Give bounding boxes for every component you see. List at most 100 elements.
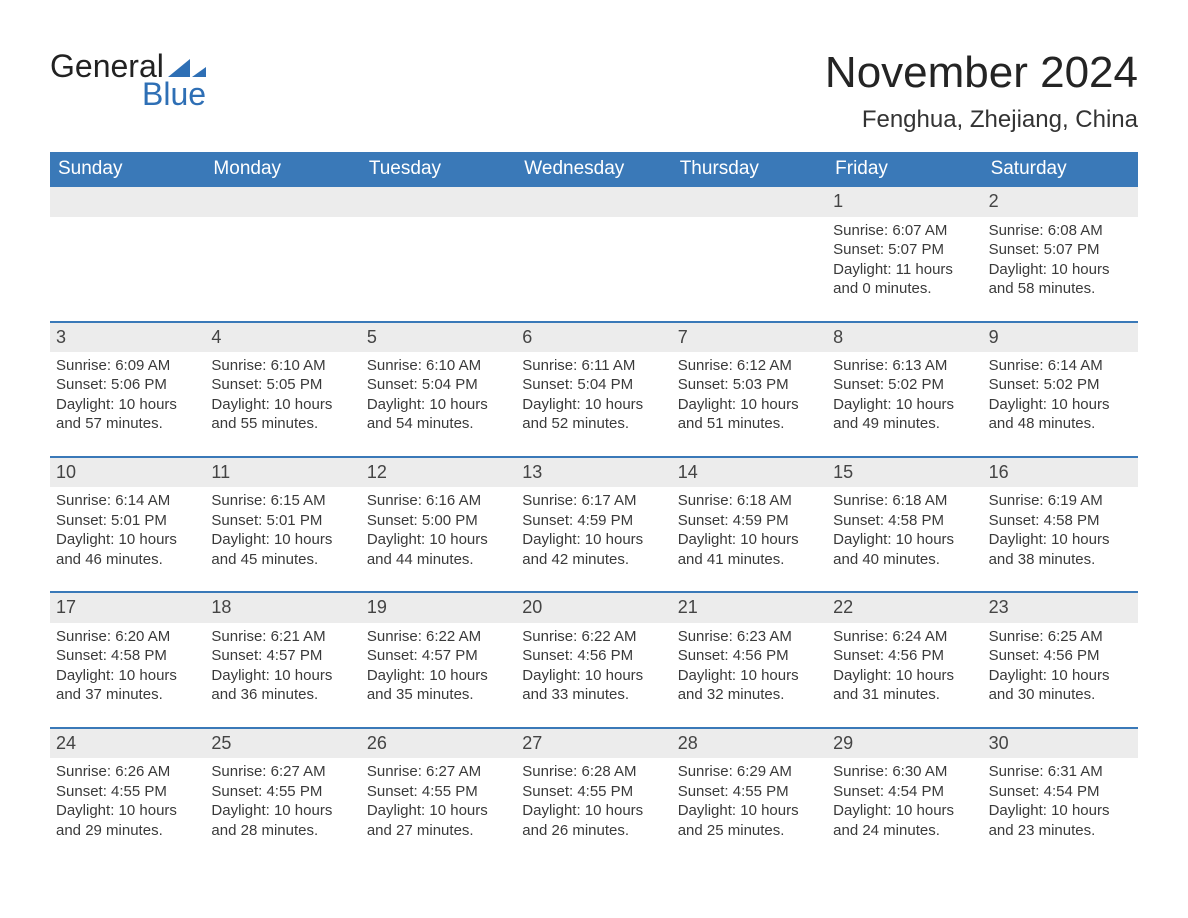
day-number: 12 bbox=[361, 458, 516, 487]
weekday-header: Thursday bbox=[672, 152, 827, 187]
sunrise-line: Sunrise: 6:17 AM bbox=[522, 491, 665, 511]
weekday-header: Monday bbox=[205, 152, 360, 187]
sunset-line: Sunset: 4:56 PM bbox=[989, 646, 1132, 666]
calendar-cell: 21Sunrise: 6:23 AMSunset: 4:56 PMDayligh… bbox=[672, 593, 827, 712]
calendar-cell: 27Sunrise: 6:28 AMSunset: 4:55 PMDayligh… bbox=[516, 729, 671, 848]
day-number bbox=[205, 187, 360, 216]
sunrise-line: Sunrise: 6:15 AM bbox=[211, 491, 354, 511]
sunrise-line: Sunrise: 6:13 AM bbox=[833, 356, 976, 376]
day-number: 24 bbox=[50, 729, 205, 758]
daylight-line: Daylight: 10 hours and 31 minutes. bbox=[833, 666, 976, 705]
daylight-line: Daylight: 10 hours and 57 minutes. bbox=[56, 395, 199, 434]
sunrise-line: Sunrise: 6:31 AM bbox=[989, 762, 1132, 782]
day-number bbox=[361, 187, 516, 216]
title-block: November 2024 Fenghua, Zhejiang, China bbox=[825, 50, 1138, 134]
daylight-line: Daylight: 10 hours and 37 minutes. bbox=[56, 666, 199, 705]
calendar-cell: 3Sunrise: 6:09 AMSunset: 5:06 PMDaylight… bbox=[50, 323, 205, 442]
calendar-cell-empty bbox=[50, 187, 205, 306]
day-number bbox=[516, 187, 671, 216]
sunset-line: Sunset: 5:07 PM bbox=[989, 240, 1132, 260]
sunset-line: Sunset: 5:01 PM bbox=[56, 511, 199, 531]
sunrise-line: Sunrise: 6:11 AM bbox=[522, 356, 665, 376]
day-number: 21 bbox=[672, 593, 827, 622]
weekday-header: Wednesday bbox=[516, 152, 671, 187]
day-number: 6 bbox=[516, 323, 671, 352]
calendar-cell: 9Sunrise: 6:14 AMSunset: 5:02 PMDaylight… bbox=[983, 323, 1138, 442]
day-number: 5 bbox=[361, 323, 516, 352]
daylight-line: Daylight: 10 hours and 25 minutes. bbox=[678, 801, 821, 840]
calendar-cell: 16Sunrise: 6:19 AMSunset: 4:58 PMDayligh… bbox=[983, 458, 1138, 577]
daylight-line: Daylight: 10 hours and 38 minutes. bbox=[989, 530, 1132, 569]
daylight-line: Daylight: 10 hours and 32 minutes. bbox=[678, 666, 821, 705]
sunset-line: Sunset: 5:02 PM bbox=[989, 375, 1132, 395]
day-number: 18 bbox=[205, 593, 360, 622]
calendar-cell: 2Sunrise: 6:08 AMSunset: 5:07 PMDaylight… bbox=[983, 187, 1138, 306]
calendar-cell: 6Sunrise: 6:11 AMSunset: 5:04 PMDaylight… bbox=[516, 323, 671, 442]
week-row: 10Sunrise: 6:14 AMSunset: 5:01 PMDayligh… bbox=[50, 456, 1138, 577]
sunrise-line: Sunrise: 6:20 AM bbox=[56, 627, 199, 647]
sunset-line: Sunset: 4:56 PM bbox=[522, 646, 665, 666]
sunset-line: Sunset: 5:04 PM bbox=[522, 375, 665, 395]
calendar-cell: 23Sunrise: 6:25 AMSunset: 4:56 PMDayligh… bbox=[983, 593, 1138, 712]
sunset-line: Sunset: 4:54 PM bbox=[989, 782, 1132, 802]
daylight-line: Daylight: 10 hours and 45 minutes. bbox=[211, 530, 354, 569]
sunset-line: Sunset: 5:04 PM bbox=[367, 375, 510, 395]
daylight-line: Daylight: 10 hours and 30 minutes. bbox=[989, 666, 1132, 705]
day-number: 11 bbox=[205, 458, 360, 487]
day-number bbox=[672, 187, 827, 216]
wedge-icon bbox=[168, 53, 206, 77]
daylight-line: Daylight: 10 hours and 42 minutes. bbox=[522, 530, 665, 569]
daylight-line: Daylight: 11 hours and 0 minutes. bbox=[833, 260, 976, 299]
calendar-cell: 30Sunrise: 6:31 AMSunset: 4:54 PMDayligh… bbox=[983, 729, 1138, 848]
calendar-cell: 10Sunrise: 6:14 AMSunset: 5:01 PMDayligh… bbox=[50, 458, 205, 577]
sunset-line: Sunset: 4:58 PM bbox=[989, 511, 1132, 531]
calendar-table: SundayMondayTuesdayWednesdayThursdayFrid… bbox=[50, 152, 1138, 848]
day-number: 8 bbox=[827, 323, 982, 352]
location-subtitle: Fenghua, Zhejiang, China bbox=[825, 106, 1138, 134]
sunrise-line: Sunrise: 6:18 AM bbox=[678, 491, 821, 511]
sunrise-line: Sunrise: 6:10 AM bbox=[211, 356, 354, 376]
day-number: 17 bbox=[50, 593, 205, 622]
day-number: 30 bbox=[983, 729, 1138, 758]
week-row: 1Sunrise: 6:07 AMSunset: 5:07 PMDaylight… bbox=[50, 187, 1138, 306]
day-number: 28 bbox=[672, 729, 827, 758]
sunset-line: Sunset: 4:55 PM bbox=[367, 782, 510, 802]
week-row: 3Sunrise: 6:09 AMSunset: 5:06 PMDaylight… bbox=[50, 321, 1138, 442]
sunset-line: Sunset: 4:57 PM bbox=[367, 646, 510, 666]
sunrise-line: Sunrise: 6:26 AM bbox=[56, 762, 199, 782]
day-number: 9 bbox=[983, 323, 1138, 352]
weekday-header: Saturday bbox=[983, 152, 1138, 187]
sunset-line: Sunset: 4:55 PM bbox=[211, 782, 354, 802]
day-number: 13 bbox=[516, 458, 671, 487]
daylight-line: Daylight: 10 hours and 51 minutes. bbox=[678, 395, 821, 434]
sunrise-line: Sunrise: 6:09 AM bbox=[56, 356, 199, 376]
daylight-line: Daylight: 10 hours and 28 minutes. bbox=[211, 801, 354, 840]
sunrise-line: Sunrise: 6:27 AM bbox=[211, 762, 354, 782]
sunset-line: Sunset: 4:58 PM bbox=[56, 646, 199, 666]
sunset-line: Sunset: 5:03 PM bbox=[678, 375, 821, 395]
day-number: 22 bbox=[827, 593, 982, 622]
sunset-line: Sunset: 4:54 PM bbox=[833, 782, 976, 802]
daylight-line: Daylight: 10 hours and 55 minutes. bbox=[211, 395, 354, 434]
day-number: 27 bbox=[516, 729, 671, 758]
brand-logo: General Blue bbox=[50, 50, 206, 110]
day-number: 20 bbox=[516, 593, 671, 622]
daylight-line: Daylight: 10 hours and 58 minutes. bbox=[989, 260, 1132, 299]
daylight-line: Daylight: 10 hours and 41 minutes. bbox=[678, 530, 821, 569]
daylight-line: Daylight: 10 hours and 54 minutes. bbox=[367, 395, 510, 434]
sunrise-line: Sunrise: 6:23 AM bbox=[678, 627, 821, 647]
week-row: 24Sunrise: 6:26 AMSunset: 4:55 PMDayligh… bbox=[50, 727, 1138, 848]
day-number: 29 bbox=[827, 729, 982, 758]
calendar-cell: 14Sunrise: 6:18 AMSunset: 4:59 PMDayligh… bbox=[672, 458, 827, 577]
daylight-line: Daylight: 10 hours and 27 minutes. bbox=[367, 801, 510, 840]
sunrise-line: Sunrise: 6:27 AM bbox=[367, 762, 510, 782]
daylight-line: Daylight: 10 hours and 29 minutes. bbox=[56, 801, 199, 840]
calendar-page: General Blue November 2024 Fenghua, Zhej… bbox=[0, 0, 1188, 888]
sunset-line: Sunset: 5:02 PM bbox=[833, 375, 976, 395]
calendar-cell-empty bbox=[672, 187, 827, 306]
calendar-cell-empty bbox=[205, 187, 360, 306]
calendar-cell: 25Sunrise: 6:27 AMSunset: 4:55 PMDayligh… bbox=[205, 729, 360, 848]
daylight-line: Daylight: 10 hours and 44 minutes. bbox=[367, 530, 510, 569]
calendar-cell: 28Sunrise: 6:29 AMSunset: 4:55 PMDayligh… bbox=[672, 729, 827, 848]
day-number: 4 bbox=[205, 323, 360, 352]
